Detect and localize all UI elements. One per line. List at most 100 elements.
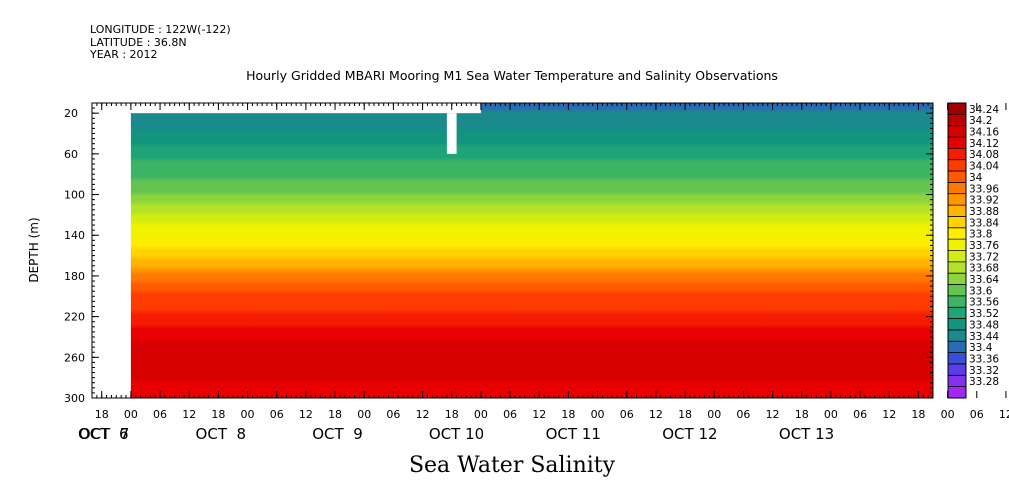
y-tick-label: 60 <box>64 148 78 161</box>
x-hour-label: 18 <box>795 408 809 421</box>
x-hour-label: 06 <box>503 408 517 421</box>
colorbar-label: 33.56 <box>969 297 999 309</box>
y-tick-label: 220 <box>64 311 85 324</box>
x-hour-label: 06 <box>620 408 634 421</box>
x-date-label: OCT 13 <box>779 425 834 443</box>
x-hour-label: 18 <box>911 408 925 421</box>
x-hour-label: 12 <box>999 408 1009 421</box>
colorbar-swatch <box>948 125 966 138</box>
latitude-label: LATITUDE : 36.8N <box>90 35 187 49</box>
colorbar-label: 33.76 <box>969 240 999 252</box>
x-hour-label: 00 <box>357 408 371 421</box>
x-hour-label: 00 <box>824 408 838 421</box>
x-hour-label: 18 <box>95 408 109 421</box>
colorbar-label: 33.36 <box>969 353 999 365</box>
colorbar-label: 34.12 <box>969 138 999 150</box>
colorbar: 34.2434.234.1634.1234.0834.043433.9633.9… <box>947 102 999 399</box>
colorbar-swatch <box>948 307 966 320</box>
y-axis: 20 60 100 140 180 220 260 300 <box>64 102 933 405</box>
x-hour-label: 12 <box>532 408 546 421</box>
colorbar-swatch <box>948 171 966 183</box>
x-date-label: OCT 7 <box>79 425 130 443</box>
colorbar-label: 33.72 <box>969 251 999 263</box>
x-hour-label: 12 <box>882 408 896 421</box>
colorbar-label: 33.48 <box>969 319 999 331</box>
y-tick-label: 20 <box>64 107 78 120</box>
x-hour-label: 06 <box>386 408 400 421</box>
colorbar-swatch <box>948 159 966 172</box>
colorbar-label: 33.52 <box>969 308 999 320</box>
colorbar-label: 33.6 <box>969 285 993 297</box>
colorbar-label: 33.4 <box>969 342 993 354</box>
x-date-label: OCT 8 <box>196 425 247 443</box>
y-tick-label: 300 <box>64 392 85 405</box>
x-hour-label: 12 <box>766 408 780 421</box>
colorbar-label: 33.28 <box>969 376 999 388</box>
y-tick-label: 140 <box>64 229 85 242</box>
metadata-block: LONGITUDE : 122W(-122) LATITUDE : 36.8N … <box>90 23 231 62</box>
year-label: YEAR : 2012 <box>90 48 158 61</box>
colorbar-swatch <box>948 205 966 217</box>
colorbar-swatch <box>948 295 966 308</box>
x-hour-label: 06 <box>970 408 984 421</box>
longitude-label: LONGITUDE : 122W(-122) <box>90 23 231 36</box>
variable-title: Sea Water Salinity <box>408 453 616 478</box>
x-hour-label: 00 <box>474 408 488 421</box>
x-hour-label: 18 <box>328 408 342 421</box>
colorbar-label: 33.88 <box>969 206 999 218</box>
colorbar-label: 34.08 <box>969 149 999 161</box>
x-hour-label: 06 <box>270 408 284 421</box>
x-hour-label: 00 <box>591 408 605 421</box>
colorbar-label: 33.32 <box>969 365 999 377</box>
colorbar-swatch <box>948 352 966 365</box>
x-date-label: OCT 10 <box>429 425 484 443</box>
x-date-label: OCT 11 <box>546 425 601 443</box>
colorbar-swatch <box>948 261 966 274</box>
x-date-label: OCT 6 <box>78 425 129 443</box>
colorbar-label: 34.24 <box>969 104 999 116</box>
missing-data-block <box>446 113 457 154</box>
colorbar-swatch <box>948 103 966 115</box>
x-hour-label: 12 <box>649 408 663 421</box>
colorbar-swatch <box>948 318 966 331</box>
colorbar-swatch <box>948 137 966 149</box>
x-date-label: OCT 12 <box>662 425 717 443</box>
colorbar-swatch <box>948 375 966 388</box>
colorbar-swatch <box>948 363 966 376</box>
y-tick-label: 260 <box>64 351 85 364</box>
x-axis: 18 00 06 12 18 00 06 12 18 00 06 12 18 00 06 12 18 00 06 12… <box>78 103 1009 443</box>
colorbar-swatch <box>948 216 966 229</box>
colorbar-swatch <box>948 239 966 251</box>
colorbar-label: 33.92 <box>969 195 999 207</box>
x-hour-label: 18 <box>211 408 225 421</box>
x-hour-label: 12 <box>299 408 313 421</box>
colorbar-label: 33.84 <box>969 217 999 229</box>
x-hour-label: 18 <box>561 408 575 421</box>
colorbar-swatch <box>948 114 966 127</box>
colorbar-label: 34.16 <box>969 127 999 139</box>
x-hour-label: 12 <box>416 408 430 421</box>
colorbar-swatch <box>948 329 966 342</box>
x-date-label: OCT 9 <box>312 425 363 443</box>
colorbar-swatch <box>948 227 966 240</box>
x-hour-label: 18 <box>678 408 692 421</box>
colorbar-label: 34.04 <box>969 161 999 173</box>
salinity-fill <box>130 103 934 398</box>
colorbar-label: 34.2 <box>969 115 992 127</box>
colorbar-swatch <box>948 386 966 399</box>
y-tick-label: 180 <box>64 270 85 283</box>
x-hour-label: 00 <box>241 408 255 421</box>
colorbar-label: 33.64 <box>969 274 999 286</box>
colorbar-swatch <box>948 250 966 263</box>
x-hour-label: 12 <box>182 408 196 421</box>
colorbar-swatch <box>948 273 966 286</box>
colorbar-swatch <box>948 193 966 206</box>
salinity-field <box>130 103 934 398</box>
colorbar-label: 33.68 <box>969 263 999 275</box>
x-hour-label: 00 <box>124 408 138 421</box>
x-hour-label: 06 <box>736 408 750 421</box>
x-hour-label: 06 <box>153 408 167 421</box>
colorbar-swatch <box>948 148 966 161</box>
x-hour-label: 00 <box>941 408 955 421</box>
